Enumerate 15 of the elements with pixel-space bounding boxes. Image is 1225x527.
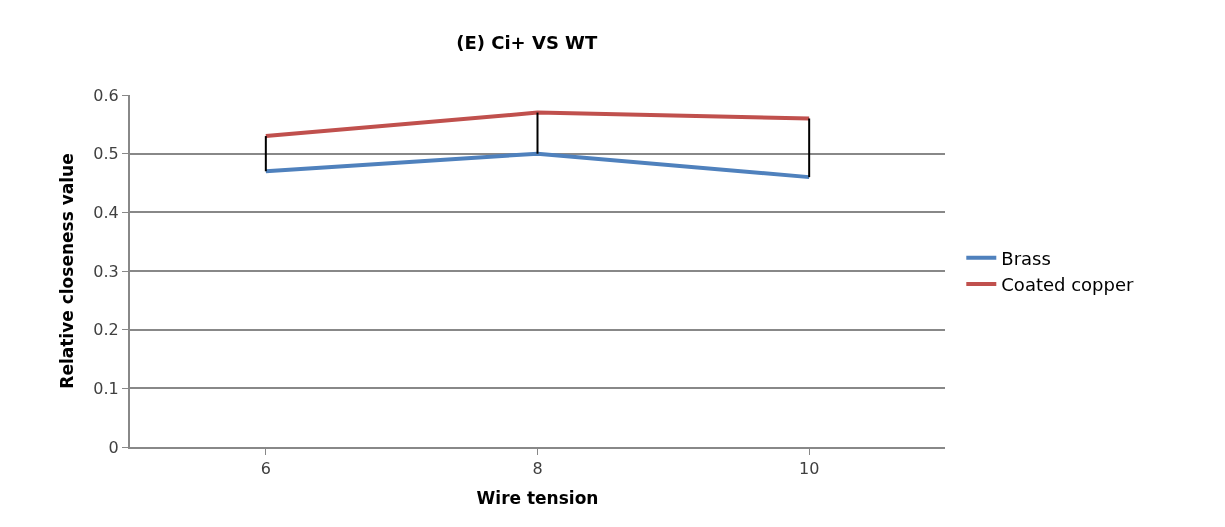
x-tick-label: 10 bbox=[798, 459, 820, 479]
y-tick-label: 0 bbox=[108, 437, 119, 457]
y-tick-label: 0.4 bbox=[93, 202, 119, 222]
y-tick-label: 0.1 bbox=[93, 378, 119, 398]
y-tick-label: 0.3 bbox=[93, 261, 119, 281]
x-tick-label: 8 bbox=[532, 459, 543, 479]
legend-label: Brass bbox=[1001, 247, 1051, 269]
x-tick-label: 6 bbox=[260, 459, 271, 479]
y-axis-title: Relative closeness value bbox=[57, 153, 78, 389]
y-tick-label: 0.5 bbox=[93, 144, 119, 164]
legend-label: Coated copper bbox=[1001, 274, 1135, 296]
y-tick-label: 0.2 bbox=[93, 320, 119, 340]
chart-title: (E) Ci+ VS WT bbox=[456, 32, 598, 54]
y-tick-label: 0.6 bbox=[93, 85, 119, 105]
x-axis-title: Wire tension bbox=[476, 488, 599, 509]
